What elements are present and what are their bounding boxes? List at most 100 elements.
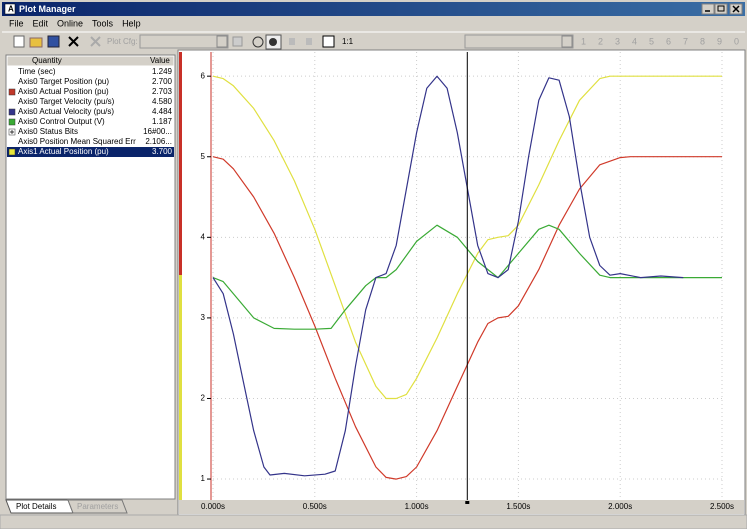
- quantity-name: Time (sec): [18, 67, 56, 76]
- zoom-label[interactable]: 1:1: [342, 37, 354, 46]
- slot-button: 0: [734, 36, 739, 46]
- header-quantity: Quantity: [32, 56, 62, 65]
- color-swatch: [8, 118, 16, 126]
- quantity-name: Axis0 Position Mean Squared Err: [18, 137, 136, 146]
- quantity-name: Axis0 Actual Velocity (pu/s): [18, 107, 114, 116]
- x-tick-label: 0.500s: [303, 502, 327, 511]
- y-tick-label: 4: [201, 232, 206, 241]
- active-tool-glyph: [269, 38, 277, 46]
- quantity-name: Axis1 Actual Position (pu): [18, 147, 109, 156]
- quantity-value: 1.187: [152, 117, 173, 126]
- next-button: [306, 38, 312, 45]
- plot-frame: [177, 49, 746, 516]
- slot-button: 3: [615, 36, 620, 46]
- restore-button[interactable]: [714, 3, 728, 15]
- slot-button: 2: [598, 36, 603, 46]
- quantity-name: Axis0 Target Velocity (pu/s): [18, 97, 115, 106]
- slot-button: 9: [717, 36, 722, 46]
- series-line: [212, 156, 722, 480]
- plot: 1 2 3 4 5 6 0.000s 0.500s 1.000s 1.500s 2.000s 2.50…: [201, 52, 734, 511]
- slot-button: 1: [581, 36, 586, 46]
- x-tick-label: 1.500s: [506, 502, 530, 511]
- trace-dropdown-arrow[interactable]: [561, 35, 573, 48]
- quantity-value: 3.700: [152, 147, 173, 156]
- quantity-name: Axis0 Target Position (pu): [18, 77, 109, 86]
- close-glyph: [732, 5, 740, 13]
- y-tick-label: 1: [201, 474, 206, 483]
- menu-item[interactable]: Help: [122, 18, 141, 28]
- quantity-value: 1.249: [152, 67, 173, 76]
- menu-item[interactable]: File: [9, 18, 24, 28]
- menu-item[interactable]: Tools: [92, 18, 114, 28]
- quantity-value: 4.580: [152, 97, 173, 106]
- menu-item[interactable]: Online: [57, 18, 83, 28]
- tab-label[interactable]: Plot Details: [16, 502, 56, 511]
- dropdown-arrow[interactable]: [216, 35, 228, 48]
- quantity-value: 2.703: [152, 87, 173, 96]
- new-button[interactable]: [13, 35, 25, 48]
- cfg-button: [232, 36, 243, 47]
- window-buttons: [701, 3, 743, 15]
- selection-strip-yellow: [179, 275, 182, 500]
- series-line: [212, 224, 722, 330]
- y-tick-label: 6: [201, 71, 206, 80]
- tabs: Plot Details Parameters: [5, 499, 128, 514]
- trace-dropdown[interactable]: [464, 34, 574, 49]
- y-tick-label: 3: [201, 313, 206, 322]
- selection-strip-red: [179, 52, 182, 275]
- slot-button: 4: [632, 36, 637, 46]
- time-axis-strip: [179, 500, 744, 514]
- slot-button: 5: [649, 36, 654, 46]
- app-icon-glyph: A: [8, 5, 14, 14]
- plot-cfg-label: Plot Cfg:: [107, 37, 138, 46]
- selected-row: [7, 147, 174, 157]
- menu-bar: File Edit Online Tools Help: [9, 18, 141, 28]
- delete-button[interactable]: [68, 36, 79, 47]
- restore-glyph: [717, 5, 725, 12]
- series-line: [212, 75, 722, 400]
- quantity-name: Axis0 Actual Position (pu): [18, 87, 109, 96]
- app-icon: [4, 3, 16, 15]
- y-tick-label: 2: [201, 394, 206, 403]
- cursor-handle[interactable]: [465, 501, 470, 504]
- slot-button: 7: [683, 36, 688, 46]
- quantity-value: 16#00...: [143, 127, 172, 136]
- x-tick-label: 0.000s: [201, 502, 225, 511]
- table-header: [6, 55, 175, 67]
- quantity-value: 4.484: [152, 107, 173, 116]
- x-tick-label: 2.000s: [608, 502, 632, 511]
- expander-glyph: [10, 130, 14, 134]
- color-swatch: [8, 108, 16, 116]
- toolbar: Plot Cfg: 1:1 1 2 3 4 5 6 7 8 9 0: [2, 31, 745, 50]
- minimize-button[interactable]: [701, 3, 715, 15]
- y-tick-label: 5: [201, 152, 206, 161]
- zoom-fit-button[interactable]: [322, 35, 335, 48]
- details-panel: [5, 54, 176, 500]
- save-button[interactable]: [47, 35, 60, 48]
- delete-disabled-button: [90, 36, 101, 47]
- quantity-rows: Time (sec) 1.249 Axis0 Target Position (pu…: [7, 67, 174, 157]
- slot-button: 6: [666, 36, 671, 46]
- window-title: Plot Manager: [19, 4, 76, 14]
- tab-label[interactable]: Parameters: [77, 502, 118, 511]
- x-tick-label: 1.000s: [405, 502, 429, 511]
- quantity-name: Axis0 Control Output (V): [18, 117, 105, 126]
- open-button[interactable]: [29, 37, 43, 48]
- series-line: [212, 75, 684, 477]
- color-swatch: [8, 88, 16, 96]
- header-value: Value: [150, 56, 170, 65]
- status-bar: [0, 514, 747, 529]
- plot-cfg-dropdown[interactable]: [139, 34, 229, 49]
- quantity-name: Axis0 Status Bits: [18, 127, 78, 136]
- tab-parameters[interactable]: [67, 499, 128, 514]
- tool-button[interactable]: [252, 36, 264, 48]
- slot-button: 8: [700, 36, 705, 46]
- menu-item[interactable]: Edit: [33, 18, 49, 28]
- slot-buttons: 1 2 3 4 5 6 7 8 9 0: [581, 36, 739, 46]
- quantity-value: 2.700: [152, 77, 173, 86]
- quantity-value: 2.106...: [145, 137, 172, 146]
- title-bar: [2, 2, 745, 16]
- x-tick-label: 2.500s: [710, 502, 734, 511]
- color-swatch: [8, 148, 16, 156]
